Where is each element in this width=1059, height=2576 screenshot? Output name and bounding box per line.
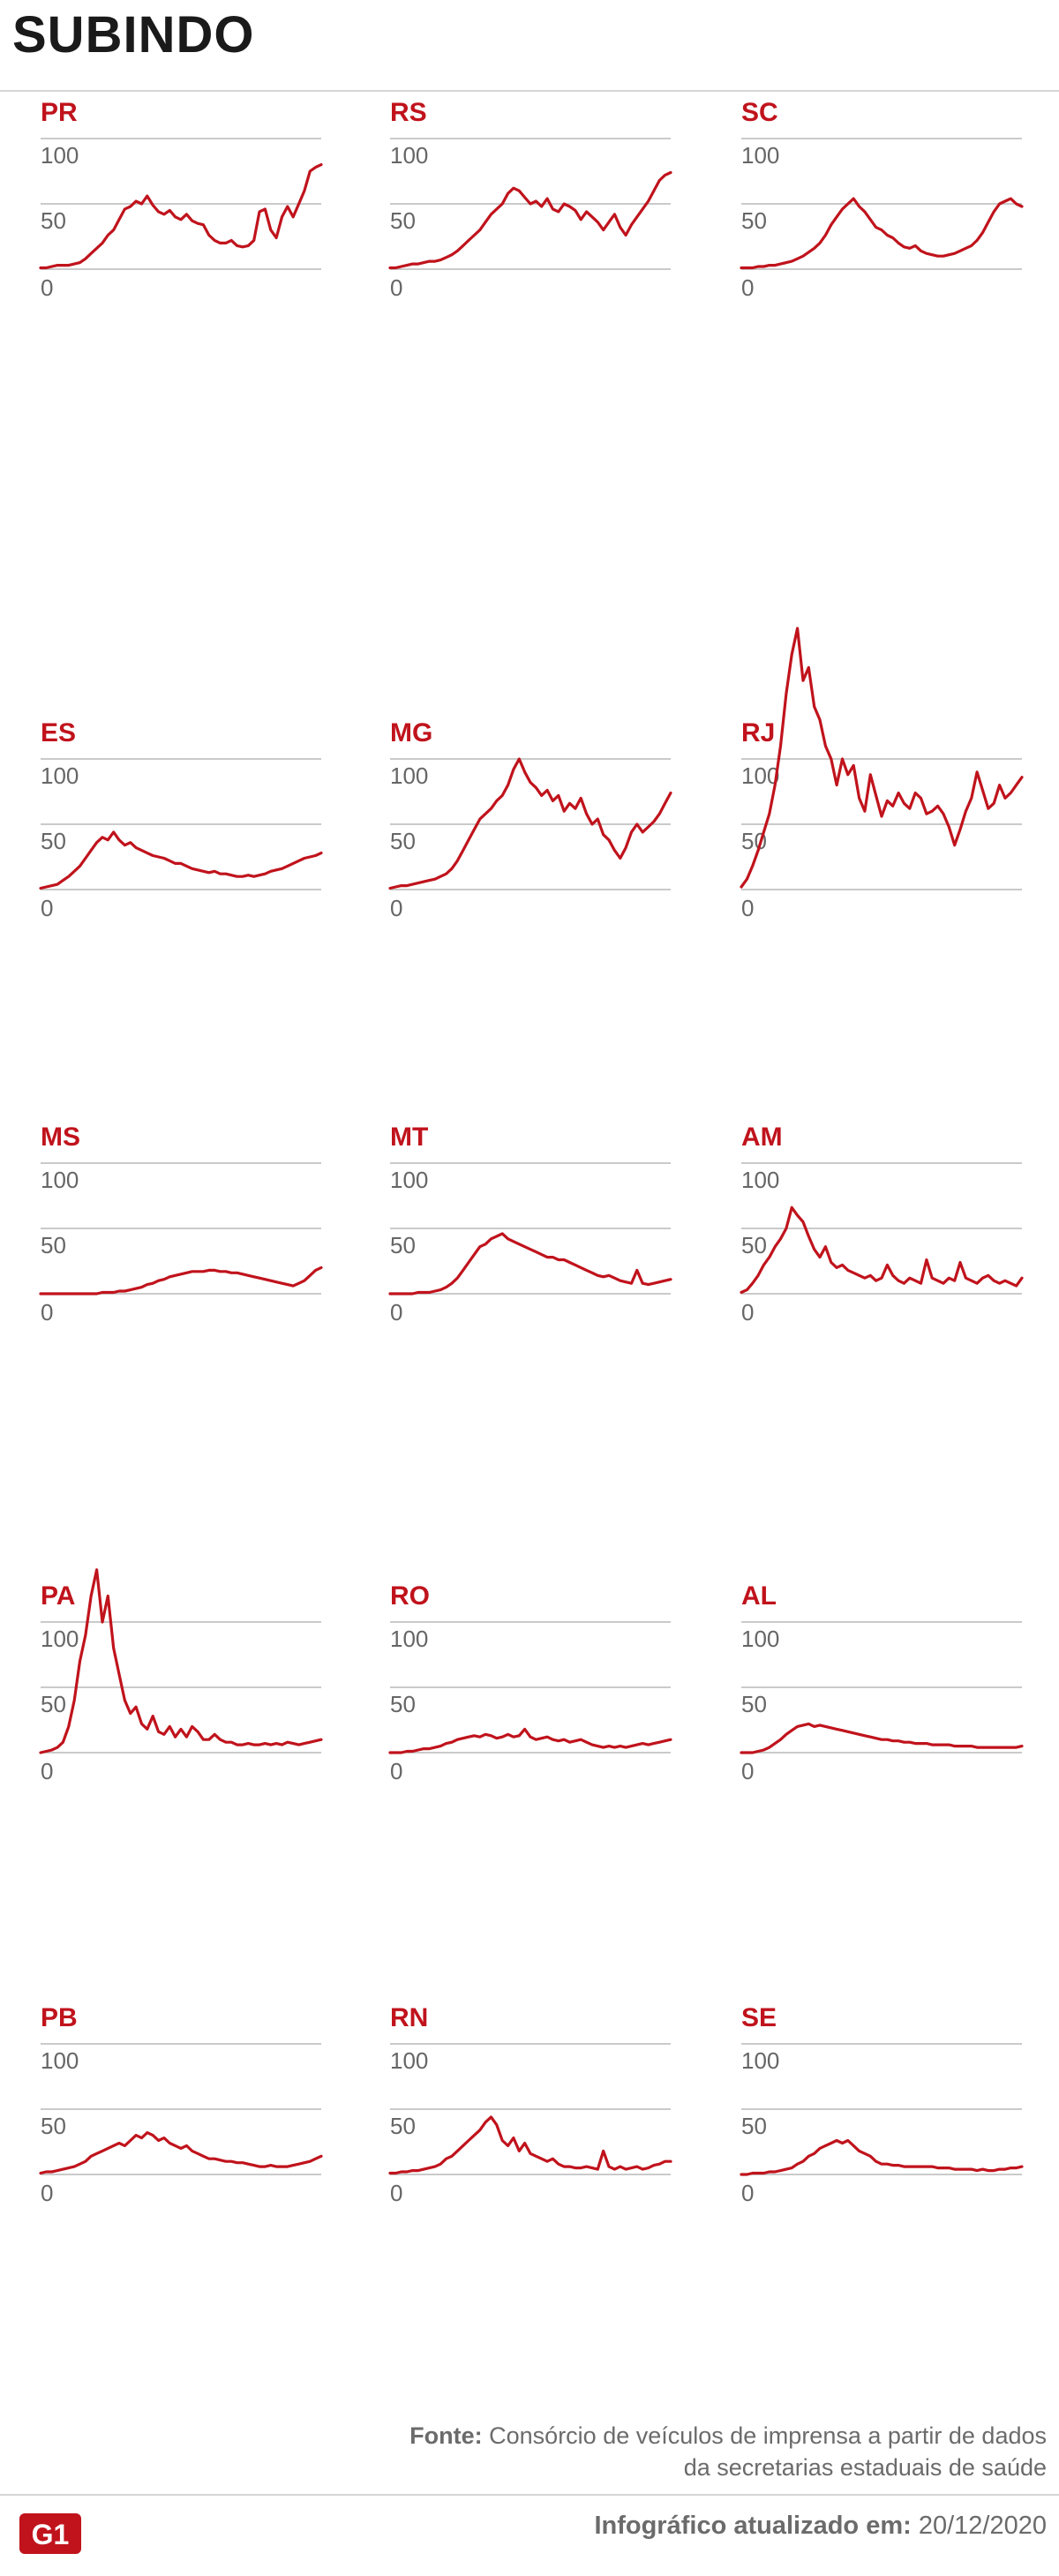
y-tick-label: 0 — [41, 2180, 53, 2206]
series-line-rs — [388, 170, 672, 270]
y-tick-label: 50 — [390, 1232, 416, 1258]
update-note: Infográfico atualizado em: 20/12/2020 — [594, 2512, 1047, 2541]
y-tick-label: 0 — [741, 1758, 754, 1784]
y-tick-label: 100 — [390, 2047, 428, 2074]
source-text: Consórcio de veículos de imprensa a part… — [489, 2422, 1047, 2481]
source-label: Fonte: — [409, 2422, 483, 2449]
y-tick-label: 50 — [41, 2113, 66, 2139]
chart-title-al: AL — [741, 1581, 777, 1611]
g1-logo: G1 — [19, 2513, 81, 2554]
y-tick-label: 100 — [41, 1167, 79, 1193]
source-note: Fonte: Consórcio de veículos de imprensa… — [394, 2420, 1047, 2483]
series-line-ro — [388, 1727, 672, 1754]
chart-title-rn: RN — [390, 2003, 428, 2032]
updated-label: Infográfico atualizado em: — [594, 2512, 912, 2540]
series-line-pa — [39, 1568, 323, 1754]
y-tick-label: 0 — [741, 2180, 754, 2206]
y-tick-label: 100 — [41, 762, 79, 789]
series-line-am — [740, 1205, 1024, 1295]
chart-title-rj: RJ — [741, 718, 775, 747]
y-tick-label: 50 — [741, 1232, 767, 1258]
series-line-al — [740, 1722, 1024, 1754]
y-tick-label: 50 — [390, 828, 416, 854]
series-line-mt — [388, 1232, 672, 1296]
chart-title-ro: RO — [390, 1581, 430, 1611]
y-tick-label: 100 — [390, 762, 428, 789]
y-tick-label: 0 — [390, 895, 402, 921]
y-tick-label: 100 — [41, 1626, 79, 1652]
chart-title-mg: MG — [390, 718, 432, 747]
y-tick-label: 0 — [41, 895, 53, 921]
y-tick-label: 0 — [390, 274, 402, 301]
series-line-se — [740, 2138, 1024, 2176]
y-tick-label: 100 — [390, 1167, 428, 1193]
updated-date: 20/12/2020 — [918, 2512, 1047, 2540]
logo-text: G1 — [32, 2519, 70, 2550]
header-divider — [0, 90, 1059, 92]
y-tick-label: 50 — [741, 1691, 767, 1717]
y-tick-label: 0 — [741, 274, 754, 301]
series-line-sc — [740, 197, 1024, 270]
y-tick-label: 100 — [741, 762, 779, 789]
chart-title-rs: RS — [390, 98, 427, 127]
series-line-pb — [39, 2131, 323, 2175]
y-tick-label: 50 — [41, 207, 66, 234]
y-tick-label: 50 — [390, 1691, 416, 1717]
chart-title-es: ES — [41, 718, 76, 747]
chart-title-ms: MS — [41, 1123, 80, 1152]
series-line-mg — [388, 757, 672, 890]
y-tick-label: 0 — [41, 1758, 53, 1784]
y-tick-label: 50 — [41, 828, 66, 854]
footer-divider — [0, 2494, 1059, 2496]
chart-title-sc: SC — [741, 98, 778, 127]
chart-title-pr: PR — [41, 98, 78, 127]
chart-title-pa: PA — [41, 1581, 75, 1611]
y-tick-label: 100 — [390, 1626, 428, 1652]
chart-title-mt: MT — [390, 1123, 428, 1152]
y-tick-label: 100 — [41, 142, 79, 169]
y-tick-label: 100 — [390, 142, 428, 169]
y-tick-label: 0 — [390, 1758, 402, 1784]
y-tick-label: 0 — [41, 1299, 53, 1326]
y-tick-label: 0 — [390, 1299, 402, 1326]
series-line-rj — [740, 627, 1024, 889]
y-tick-label: 0 — [41, 274, 53, 301]
y-tick-label: 100 — [741, 1626, 779, 1652]
series-line-es — [39, 830, 323, 890]
y-tick-label: 50 — [41, 1691, 66, 1717]
y-tick-label: 0 — [741, 895, 754, 921]
y-tick-label: 100 — [741, 2047, 779, 2074]
y-tick-label: 100 — [41, 2047, 79, 2074]
series-line-rn — [388, 2115, 672, 2175]
y-tick-label: 50 — [390, 207, 416, 234]
y-tick-label: 50 — [741, 207, 767, 234]
y-tick-label: 50 — [390, 2113, 416, 2139]
chart-title-pb: PB — [41, 2003, 78, 2032]
y-tick-label: 50 — [41, 1232, 66, 1258]
y-tick-label: 50 — [741, 2113, 767, 2139]
chart-title-am: AM — [741, 1123, 783, 1152]
y-tick-label: 100 — [741, 142, 779, 169]
series-line-pr — [39, 163, 323, 270]
page-title: SUBINDO — [12, 6, 255, 64]
y-tick-label: 0 — [741, 1299, 754, 1326]
chart-title-se: SE — [741, 2003, 777, 2032]
series-line-ms — [39, 1265, 323, 1296]
y-tick-label: 0 — [390, 2180, 402, 2206]
y-tick-label: 100 — [741, 1167, 779, 1193]
